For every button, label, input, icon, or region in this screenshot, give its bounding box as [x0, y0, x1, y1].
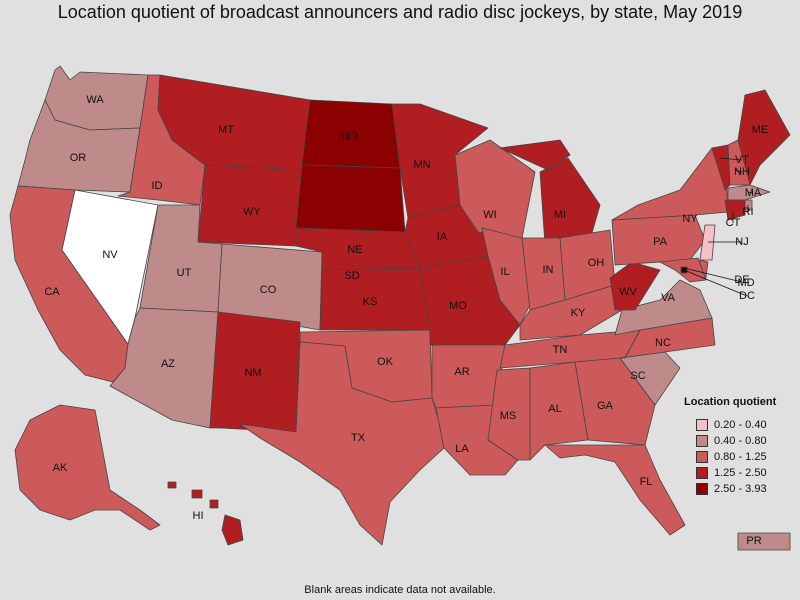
state-label-ok: OK	[377, 356, 394, 368]
state-ct	[724, 199, 746, 221]
state-label-ri: RI	[743, 206, 754, 218]
leader-line-md	[683, 267, 747, 284]
state-label-wi: WI	[483, 209, 496, 221]
state-label-ia: IA	[437, 231, 448, 243]
state-label-ne: NE	[347, 244, 362, 256]
legend-label: 1.25 - 2.50	[714, 467, 767, 479]
state-ga	[574, 357, 656, 446]
leader-line-vt	[719, 157, 743, 161]
state-label-la: LA	[455, 443, 469, 455]
state-label-ca: CA	[44, 286, 60, 298]
legend-swatch	[696, 435, 708, 447]
legend-row: 2.50 - 3.93	[684, 481, 800, 497]
state-label-wv: WV	[619, 286, 637, 298]
state-label-ms: MS	[500, 410, 517, 422]
state-tx	[239, 341, 445, 546]
state-ak	[14, 404, 161, 531]
state-label-nm: NM	[244, 367, 261, 379]
legend: Location quotient 0.20 - 0.40 0.40 - 0.80…	[684, 396, 800, 497]
state-label-ut: UT	[177, 267, 192, 279]
state-label-or: OR	[70, 152, 87, 164]
state-label-tn: TN	[553, 344, 568, 356]
state-label-fl: FL	[640, 476, 653, 488]
legend-label: 0.40 - 0.80	[714, 435, 767, 447]
state-label-ny: NY	[682, 213, 698, 225]
legend-label: 2.50 - 3.93	[714, 483, 767, 495]
state-label-vt: VT	[735, 154, 749, 166]
state-label-ga: GA	[597, 400, 614, 412]
state-label-nj: NJ	[735, 236, 748, 248]
state-ky	[519, 284, 623, 341]
legend-row: 1.25 - 2.50	[684, 465, 800, 481]
state-label-hi: HI	[193, 510, 204, 522]
state-label-dc: DC	[739, 290, 755, 302]
legend-swatch	[696, 467, 708, 479]
map-title: Location quotient of broadcast announcer…	[57, 2, 743, 22]
state-nj	[699, 224, 716, 261]
state-hi	[167, 481, 244, 546]
state-label-ma: MA	[745, 187, 762, 199]
state-label-nc: NC	[655, 337, 671, 349]
state-label-ks: KS	[363, 296, 378, 308]
state-label-sd: SD	[344, 270, 359, 282]
leader-line-dc	[683, 269, 748, 297]
state-label-oh: OH	[588, 257, 605, 269]
state-label-ky: KY	[571, 307, 586, 319]
state-pr	[737, 532, 791, 551]
state-mi	[499, 139, 601, 246]
state-label-md: MD	[737, 277, 754, 289]
state-fl	[544, 444, 686, 536]
state-label-al: AL	[548, 403, 561, 415]
state-label-sc: SC	[630, 370, 645, 382]
state-ny	[611, 147, 729, 221]
state-label-az: AZ	[161, 358, 175, 370]
state-label-co: CO	[260, 284, 277, 296]
legend-row: 0.40 - 0.80	[684, 433, 800, 449]
state-label-pa: PA	[653, 236, 668, 248]
leader-line-nh	[734, 169, 743, 173]
legend-row: 0.80 - 1.25	[684, 449, 800, 465]
state-label-mo: MO	[449, 300, 467, 312]
dc-marker	[681, 267, 687, 273]
legend-label: 0.80 - 1.25	[714, 451, 767, 463]
state-label-ar: AR	[454, 366, 469, 378]
state-label-de: DE	[734, 274, 749, 286]
state-label-tx: TX	[351, 432, 366, 444]
legend-swatch	[696, 451, 708, 463]
legend-row: 0.20 - 0.40	[684, 417, 800, 433]
state-wv	[609, 261, 661, 311]
footnote: Blank areas indicate data not available.	[304, 584, 496, 596]
state-sd	[295, 164, 406, 233]
state-label-wa: WA	[86, 94, 104, 106]
leader-line-ma	[747, 191, 754, 194]
state-label-nv: NV	[102, 249, 118, 261]
state-al	[529, 361, 589, 461]
state-label-mi: MI	[554, 209, 566, 221]
state-label-nh: NH	[734, 166, 750, 178]
state-label-ct: CT	[726, 217, 741, 229]
state-label-pr: PR	[746, 535, 761, 547]
legend-swatch	[696, 419, 708, 431]
state-label-ak: AK	[53, 462, 68, 474]
legend-title: Location quotient	[684, 396, 777, 408]
legend-swatch	[696, 483, 708, 495]
state-label-nd: ND	[342, 131, 358, 143]
state-label-il: IL	[500, 266, 509, 278]
state-ms	[487, 367, 531, 461]
state-label-me: ME	[752, 124, 769, 136]
state-label-va: VA	[661, 292, 676, 304]
state-label-in: IN	[543, 264, 554, 276]
state-label-id: ID	[152, 180, 163, 192]
state-label-mt: MT	[218, 124, 234, 136]
state-wi	[454, 139, 536, 239]
legend-label: 0.20 - 0.40	[714, 419, 767, 431]
state-label-mn: MN	[413, 159, 430, 171]
state-label-wy: WY	[243, 206, 261, 218]
